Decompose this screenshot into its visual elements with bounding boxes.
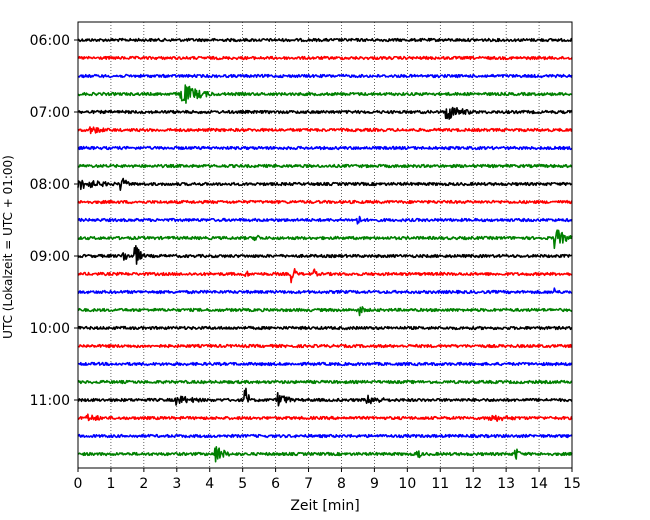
y-tick-label: 08:00	[30, 177, 70, 193]
x-tick-label: 15	[563, 476, 581, 492]
x-tick-label: 11	[431, 476, 449, 492]
seismic-trace	[77, 55, 573, 61]
seismic-trace	[77, 306, 573, 317]
seismic-trace	[77, 244, 573, 265]
y-tick-label: 11:00	[30, 393, 70, 409]
x-tick-label: 0	[74, 476, 83, 492]
x-tick-label: 1	[106, 476, 115, 492]
seismic-trace	[77, 387, 573, 407]
seismic-trace	[77, 433, 573, 439]
seismic-trace	[77, 267, 573, 284]
traces	[77, 37, 573, 463]
x-tick-label: 2	[139, 476, 148, 492]
x-tick-label: 10	[398, 476, 416, 492]
x-tick-label: 4	[205, 476, 214, 492]
seismic-trace	[77, 163, 573, 169]
x-axis-label: Zeit [min]	[290, 498, 359, 514]
seismic-trace	[77, 84, 573, 104]
seismic-trace	[77, 145, 573, 151]
x-tick-label: 8	[337, 476, 346, 492]
x-tick-label: 14	[530, 476, 548, 492]
x-tick-label: 13	[497, 476, 515, 492]
seismic-trace	[77, 229, 573, 250]
seismic-trace	[77, 199, 573, 205]
y-tick-label: 07:00	[30, 105, 70, 121]
x-tick-label: 6	[271, 476, 280, 492]
y-tick-label: 06:00	[30, 33, 70, 49]
seismic-trace	[77, 106, 573, 120]
seismic-trace	[77, 73, 573, 79]
seismic-trace	[77, 37, 573, 43]
y-tick-label: 10:00	[30, 321, 70, 337]
seismic-trace	[77, 287, 573, 295]
plot-frame	[77, 21, 573, 469]
x-tick-label: 12	[464, 476, 482, 492]
y-tick-label: 09:00	[30, 249, 70, 265]
y-axis: 06:00 07:00 08:00 09:00 10:00 11:00	[30, 33, 78, 409]
seismic-trace	[77, 413, 573, 422]
x-tick-label: 3	[172, 476, 181, 492]
seismic-trace	[77, 343, 573, 349]
y-axis-label: UTC (Lokalzeit = UTC + 01:00)	[1, 155, 15, 339]
x-tick-label: 9	[370, 476, 379, 492]
grid-lines	[110, 22, 540, 468]
seismic-trace	[77, 215, 573, 225]
seismic-trace	[77, 379, 573, 385]
seismic-trace	[77, 126, 573, 135]
x-axis: 0 1 2 3 4 5 6 7 8 9 10 11 12 13 14 15	[74, 468, 581, 492]
seismic-trace	[77, 446, 573, 463]
x-tick-label: 5	[238, 476, 247, 492]
x-tick-label: 7	[304, 476, 313, 492]
seismic-trace	[77, 177, 573, 191]
seismic-trace	[77, 325, 573, 331]
seismic-trace	[77, 361, 573, 367]
